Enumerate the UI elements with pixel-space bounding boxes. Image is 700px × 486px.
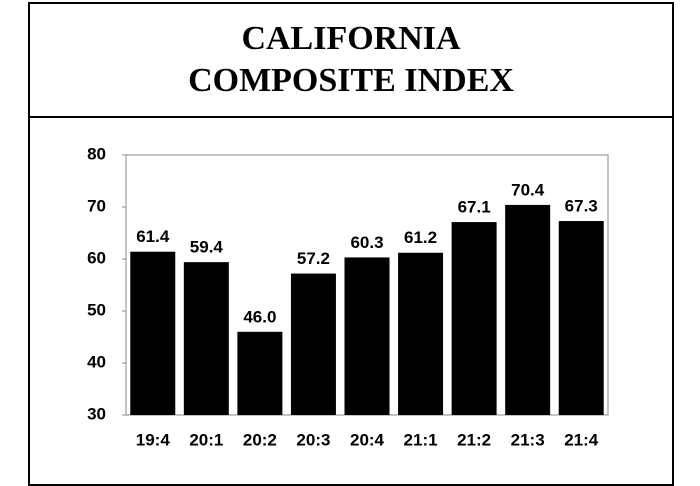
value-label: 70.4 xyxy=(511,180,545,199)
x-tick-label: 20:3 xyxy=(296,430,330,449)
chart-frame: CALIFORNIA COMPOSITE INDEX xyxy=(28,2,674,486)
title-box: CALIFORNIA COMPOSITE INDEX xyxy=(30,4,672,118)
bar xyxy=(130,251,176,415)
bar xyxy=(183,262,229,415)
x-tick-label: 20:4 xyxy=(350,430,385,449)
x-tick-label: 19:4 xyxy=(136,430,171,449)
value-label: 67.1 xyxy=(458,198,491,217)
y-tick-label: 50 xyxy=(87,300,106,319)
y-tick-label: 40 xyxy=(87,352,106,371)
y-tick-label: 60 xyxy=(87,248,106,267)
value-label: 57.2 xyxy=(297,249,330,268)
bar xyxy=(237,331,283,415)
value-label: 67.3 xyxy=(565,197,598,216)
x-tick-label: 20:2 xyxy=(243,430,277,449)
value-label: 61.4 xyxy=(136,227,170,246)
y-tick-label: 70 xyxy=(87,196,106,215)
value-label: 59.4 xyxy=(190,238,224,257)
bar xyxy=(451,222,497,415)
x-tick-label: 20:1 xyxy=(189,430,223,449)
chart-title: CALIFORNIA COMPOSITE INDEX xyxy=(188,20,514,99)
bar xyxy=(290,273,336,415)
value-label: 60.3 xyxy=(350,233,383,252)
x-tick-label: 21:3 xyxy=(511,430,545,449)
bar xyxy=(398,252,444,415)
value-label: 46.0 xyxy=(243,307,276,326)
bar xyxy=(558,221,604,415)
value-label: 61.2 xyxy=(404,228,437,247)
bar xyxy=(505,204,551,415)
x-tick-label: 21:2 xyxy=(457,430,491,449)
x-tick-label: 21:4 xyxy=(564,430,599,449)
x-tick-label: 21:1 xyxy=(404,430,438,449)
y-tick-label: 80 xyxy=(87,144,106,163)
bar xyxy=(344,257,390,415)
y-tick-label: 30 xyxy=(87,404,106,423)
